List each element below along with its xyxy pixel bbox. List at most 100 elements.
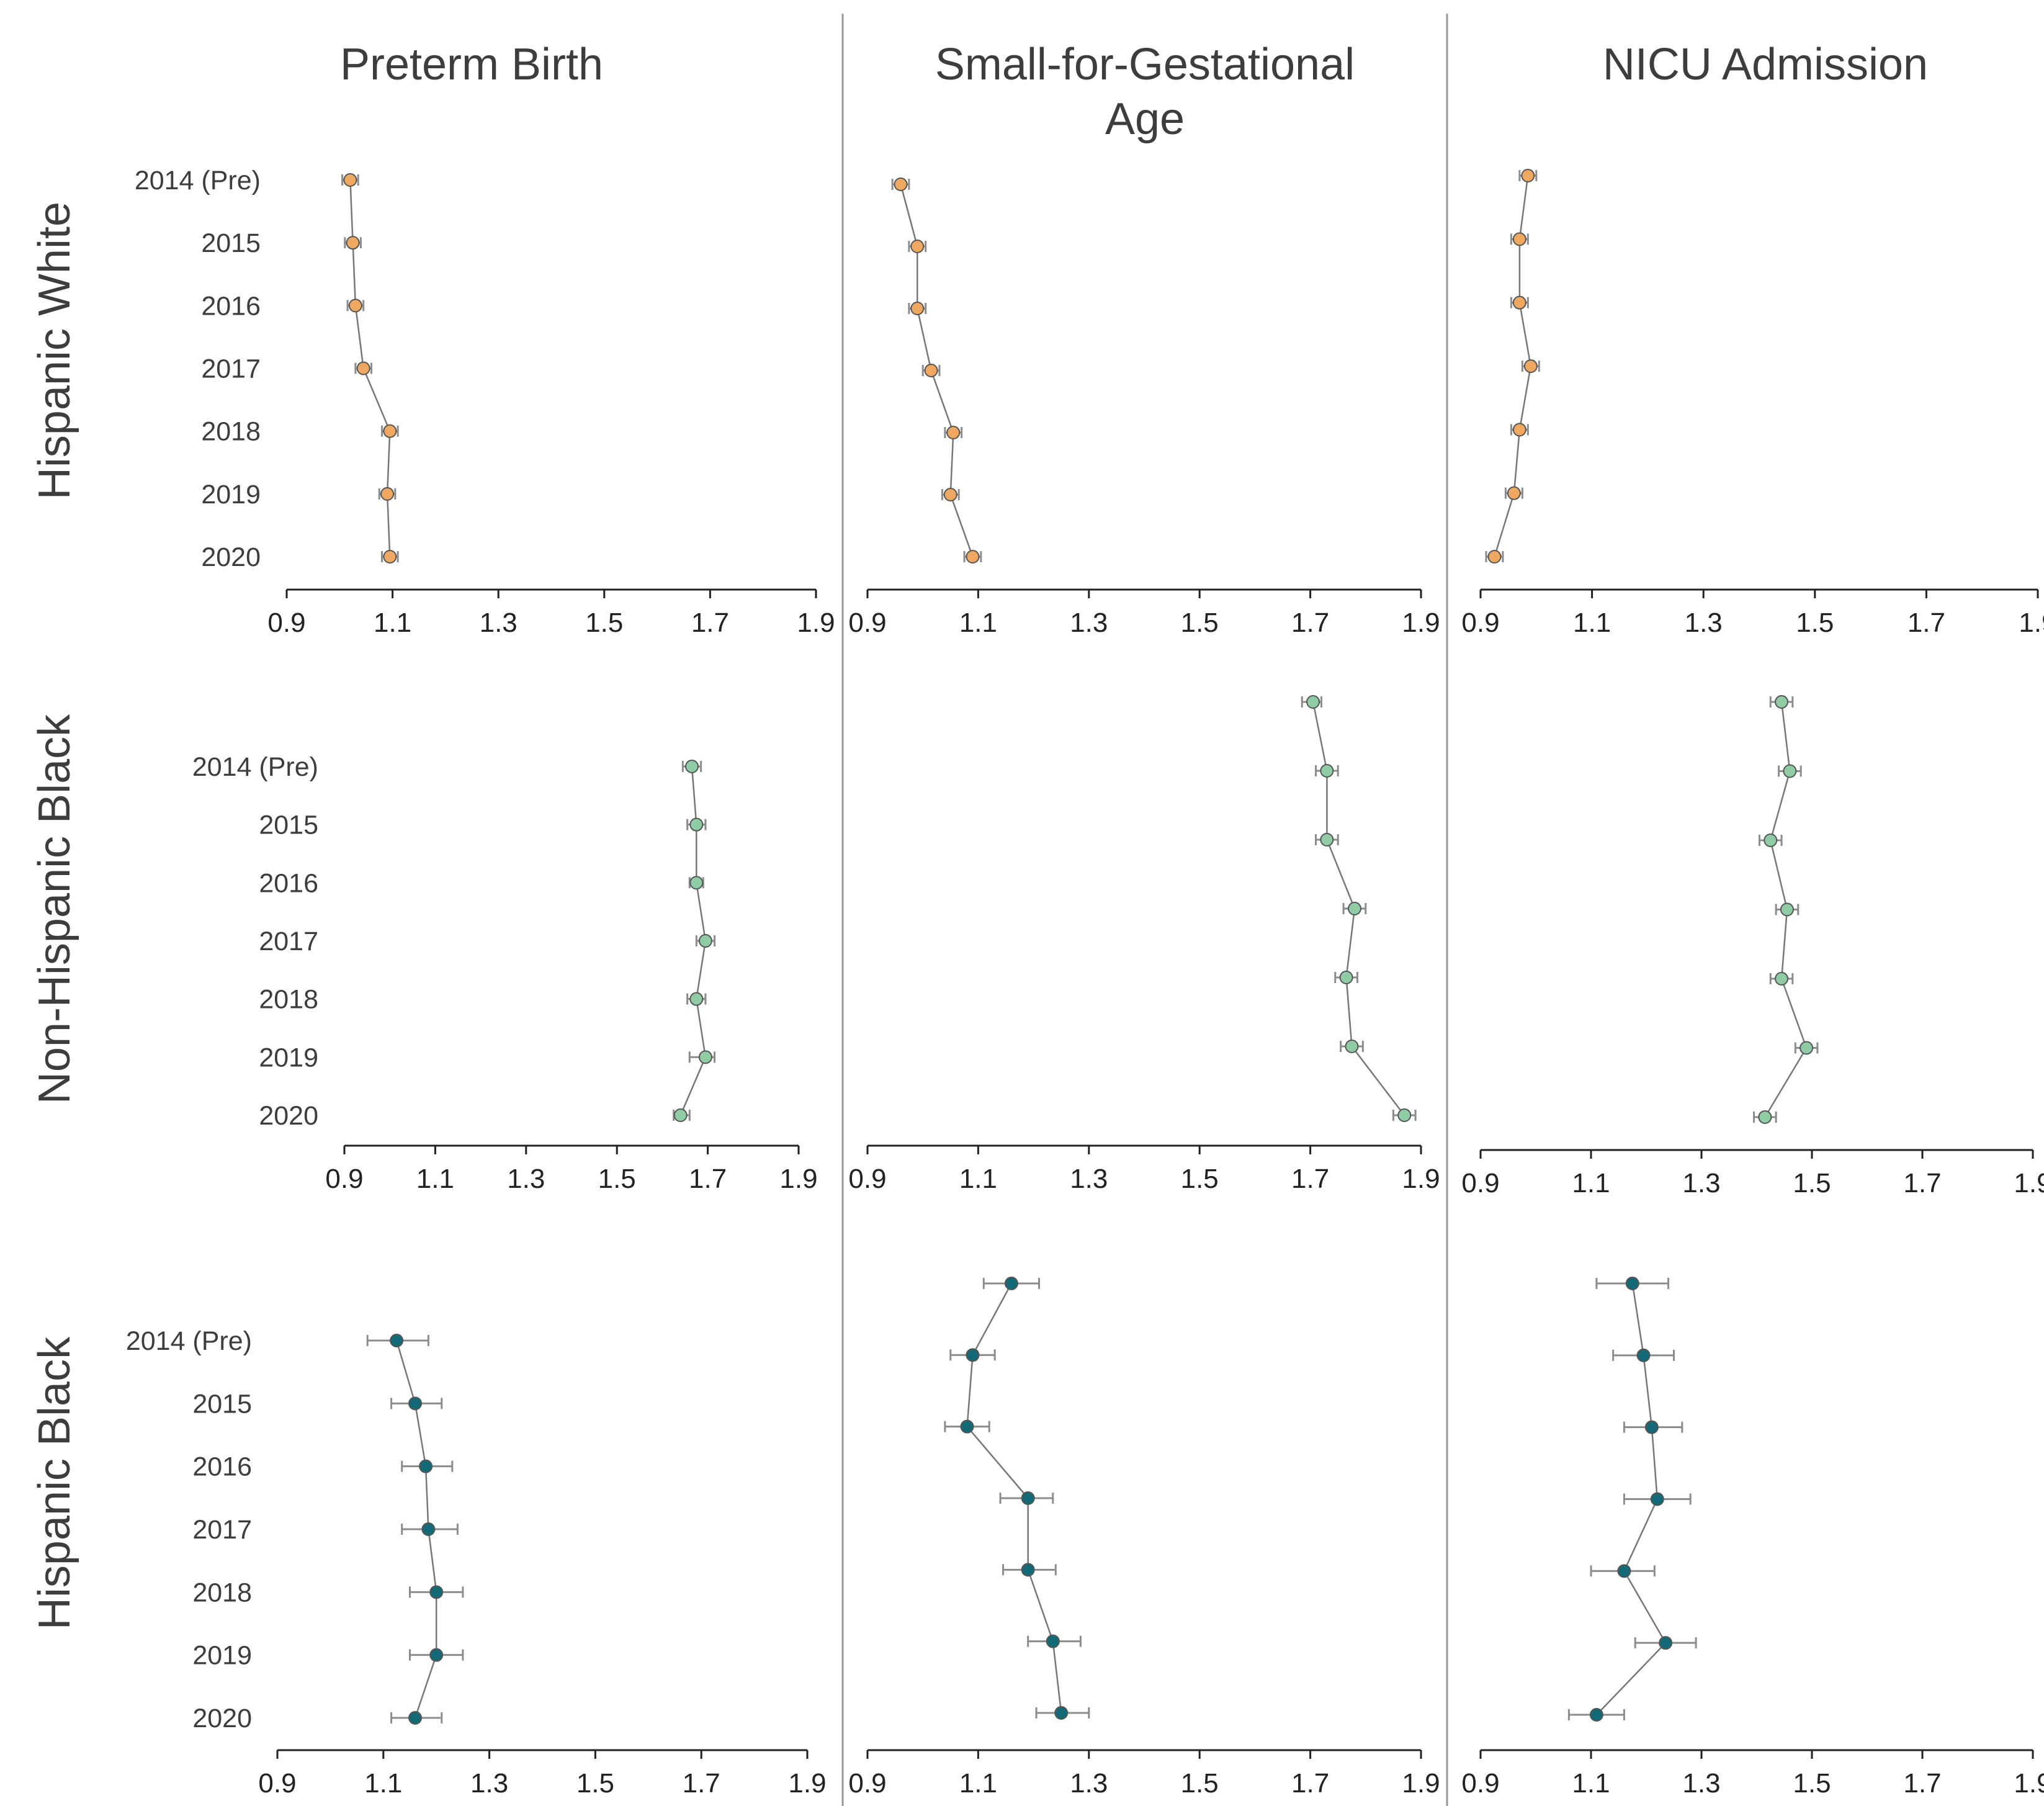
x-tick-label-non-hispanic-black-small-for-gestational-age-5: 1.9	[1402, 1164, 1440, 1194]
data-point-hispanic-white-small-for-gestational-age-2015	[910, 240, 925, 253]
x-tick-label-non-hispanic-black-nicu-admission-3: 1.5	[1793, 1168, 1831, 1198]
data-point-hispanic-white-preterm-birth-2014-pre	[343, 173, 357, 187]
x-tick-label-hispanic-black-nicu-admission-1: 1.1	[1572, 1768, 1610, 1799]
data-point-non-hispanic-black-nicu-admission-2014-pre	[1775, 695, 1789, 709]
data-point-hispanic-white-preterm-birth-2020	[383, 550, 397, 564]
x-tick-label-hispanic-black-small-for-gestational-age-1: 1.1	[959, 1768, 997, 1799]
data-point-hispanic-white-nicu-admission-2019	[1507, 486, 1521, 500]
x-tick-label-hispanic-white-small-for-gestational-age-5: 1.9	[1402, 608, 1440, 638]
x-tick-label-hispanic-black-nicu-admission-5: 1.9	[2014, 1768, 2044, 1799]
data-point-non-hispanic-black-small-for-gestational-age-2017	[1347, 902, 1361, 915]
data-point-hispanic-white-small-for-gestational-age-2014-pre	[894, 177, 908, 191]
x-tick-label-hispanic-white-preterm-birth-5: 1.9	[797, 608, 835, 638]
data-point-hispanic-black-nicu-admission-2018	[1617, 1564, 1631, 1578]
x-tick-label-non-hispanic-black-small-for-gestational-age-1: 1.1	[959, 1164, 997, 1194]
year-label-non-hispanic-black-2017: 2017	[259, 927, 318, 956]
x-tick-label-hispanic-black-nicu-admission-3: 1.5	[1793, 1768, 1831, 1799]
x-tick-label-hispanic-white-preterm-birth-2: 1.3	[480, 608, 518, 638]
year-label-hispanic-black-2020: 2020	[192, 1704, 252, 1733]
year-label-hispanic-black-2015: 2015	[192, 1389, 252, 1419]
data-point-hispanic-white-preterm-birth-2017	[356, 361, 370, 375]
x-tick-label-hispanic-white-nicu-admission-2: 1.3	[1685, 608, 1723, 638]
x-tick-label-non-hispanic-black-small-for-gestational-age-2: 1.3	[1070, 1164, 1108, 1194]
data-point-hispanic-white-preterm-birth-2015	[346, 236, 360, 250]
data-point-hispanic-black-preterm-birth-2015	[408, 1396, 423, 1411]
x-tick-label-non-hispanic-black-nicu-admission-1: 1.1	[1572, 1168, 1610, 1198]
data-point-non-hispanic-black-small-for-gestational-age-2016	[1320, 833, 1334, 847]
data-point-hispanic-black-small-for-gestational-age-2015	[966, 1348, 980, 1362]
panel-hispanic-white-preterm-birth: 0.9 1.1 1.3 1.5 1.7 1.9 2014 (Pre) 2015 2016 2017…	[135, 166, 835, 638]
data-point-hispanic-black-small-for-gestational-age-2017	[1021, 1491, 1035, 1505]
x-tick-label-hispanic-black-preterm-birth-1: 1.1	[364, 1768, 402, 1799]
data-point-non-hispanic-black-preterm-birth-2019	[698, 1050, 712, 1064]
data-point-hispanic-white-nicu-admission-2014-pre	[1521, 169, 1535, 182]
data-point-hispanic-white-nicu-admission-2018	[1512, 423, 1526, 437]
data-point-hispanic-black-preterm-birth-2016	[419, 1459, 433, 1473]
data-point-hispanic-black-small-for-gestational-age-2019	[1046, 1634, 1060, 1648]
year-label-non-hispanic-black-2018: 2018	[259, 985, 318, 1015]
x-tick-label-hispanic-black-nicu-admission-4: 1.7	[1903, 1768, 1941, 1799]
x-tick-label-non-hispanic-black-preterm-birth-2: 1.3	[507, 1164, 545, 1194]
year-label-hispanic-black-2018: 2018	[192, 1578, 252, 1607]
x-tick-label-non-hispanic-black-preterm-birth-1: 1.1	[416, 1164, 454, 1194]
x-tick-label-non-hispanic-black-preterm-birth-5: 1.9	[779, 1164, 817, 1194]
data-point-non-hispanic-black-preterm-birth-2015	[689, 817, 704, 832]
x-tick-label-hispanic-white-nicu-admission-4: 1.7	[1907, 608, 1945, 638]
year-label-hispanic-black-2014-pre: 2014 (Pre)	[126, 1326, 252, 1356]
year-label-hispanic-black-2016: 2016	[192, 1452, 252, 1482]
data-point-hispanic-black-preterm-birth-2017	[421, 1522, 436, 1536]
x-tick-label-hispanic-white-small-for-gestational-age-4: 1.7	[1291, 608, 1329, 638]
data-point-hispanic-black-small-for-gestational-age-2018	[1021, 1563, 1035, 1577]
year-label-non-hispanic-black-2020: 2020	[259, 1101, 318, 1131]
x-tick-label-hispanic-black-preterm-birth-5: 1.9	[788, 1768, 826, 1799]
data-point-hispanic-white-nicu-admission-2017	[1523, 359, 1538, 373]
data-point-hispanic-white-small-for-gestational-age-2020	[966, 550, 980, 564]
data-point-non-hispanic-black-small-for-gestational-age-2014-pre	[1306, 695, 1320, 709]
x-tick-label-hispanic-white-nicu-admission-5: 1.9	[2019, 608, 2044, 638]
x-tick-label-hispanic-white-small-for-gestational-age-1: 1.1	[959, 608, 997, 638]
data-point-non-hispanic-black-preterm-birth-2017	[698, 934, 712, 948]
data-point-non-hispanic-black-small-for-gestational-age-2015	[1320, 764, 1334, 778]
x-tick-label-non-hispanic-black-nicu-admission-2: 1.3	[1682, 1168, 1720, 1198]
data-point-hispanic-black-preterm-birth-2018	[429, 1585, 444, 1599]
data-point-hispanic-white-small-for-gestational-age-2019	[943, 488, 957, 501]
row-titles: Hispanic White Non-Hispanic Black Hispanic…	[30, 202, 79, 1630]
x-tick-label-non-hispanic-black-small-for-gestational-age-0: 0.9	[848, 1164, 886, 1194]
x-tick-label-hispanic-black-small-for-gestational-age-5: 1.9	[1402, 1768, 1440, 1799]
year-label-hispanic-white-2019: 2019	[201, 480, 261, 510]
year-label-hispanic-black-2017: 2017	[192, 1515, 252, 1545]
data-point-hispanic-white-small-for-gestational-age-2017	[924, 364, 938, 377]
year-label-non-hispanic-black-2014-pre: 2014 (Pre)	[192, 752, 318, 782]
x-tick-label-hispanic-black-preterm-birth-3: 1.5	[576, 1768, 614, 1799]
data-point-hispanic-black-small-for-gestational-age-2014-pre	[1004, 1277, 1018, 1290]
year-label-hispanic-white-2014-pre: 2014 (Pre)	[135, 166, 261, 195]
year-label-hispanic-white-2016: 2016	[201, 291, 261, 321]
x-tick-label-hispanic-white-small-for-gestational-age-3: 1.5	[1181, 608, 1219, 638]
x-tick-label-hispanic-black-nicu-admission-0: 0.9	[1461, 1768, 1499, 1799]
panel-hispanic-black-small-for-gestational-age: 0.9 1.1 1.3 1.5 1.7 1.9	[848, 1277, 1440, 1799]
data-point-non-hispanic-black-preterm-birth-2018	[689, 992, 704, 1006]
year-label-non-hispanic-black-2019: 2019	[259, 1043, 318, 1072]
x-tick-label-hispanic-black-small-for-gestational-age-2: 1.3	[1070, 1768, 1108, 1799]
x-tick-label-hispanic-black-preterm-birth-4: 1.7	[683, 1768, 720, 1799]
x-tick-label-hispanic-black-preterm-birth-2: 1.3	[470, 1768, 508, 1799]
data-point-hispanic-black-small-for-gestational-age-2020	[1054, 1706, 1069, 1720]
data-point-non-hispanic-black-nicu-admission-2020	[1758, 1110, 1772, 1124]
x-tick-label-hispanic-white-small-for-gestational-age-0: 0.9	[848, 608, 886, 638]
panel-hispanic-white-nicu-admission: 0.9 1.1 1.3 1.5 1.7 1.9	[1461, 169, 2044, 638]
data-point-hispanic-black-nicu-admission-2014-pre	[1625, 1277, 1639, 1290]
data-point-non-hispanic-black-small-for-gestational-age-2018	[1339, 971, 1353, 984]
data-point-non-hispanic-black-preterm-birth-2016	[689, 876, 704, 890]
panel-non-hispanic-black-preterm-birth: 0.9 1.1 1.3 1.5 1.7 1.9 2014 (Pre) 2015 2016 2017…	[192, 752, 818, 1194]
x-tick-label-non-hispanic-black-preterm-birth-3: 1.5	[598, 1164, 636, 1194]
x-tick-label-hispanic-white-nicu-admission-3: 1.5	[1796, 608, 1834, 638]
row-title-hispanic-white: Hispanic White	[30, 202, 79, 500]
data-point-non-hispanic-black-preterm-birth-2014-pre	[684, 760, 699, 773]
x-tick-label-non-hispanic-black-small-for-gestational-age-3: 1.5	[1181, 1164, 1219, 1194]
x-tick-label-non-hispanic-black-nicu-admission-4: 1.7	[1903, 1168, 1941, 1198]
x-tick-label-hispanic-white-preterm-birth-1: 1.1	[374, 608, 411, 638]
panel-non-hispanic-black-nicu-admission: 0.9 1.1 1.3 1.5 1.7 1.9	[1461, 695, 2044, 1198]
data-point-hispanic-white-nicu-admission-2020	[1487, 550, 1502, 564]
data-point-hispanic-black-nicu-admission-2020	[1589, 1708, 1603, 1722]
data-point-non-hispanic-black-nicu-admission-2019	[1800, 1041, 1814, 1055]
